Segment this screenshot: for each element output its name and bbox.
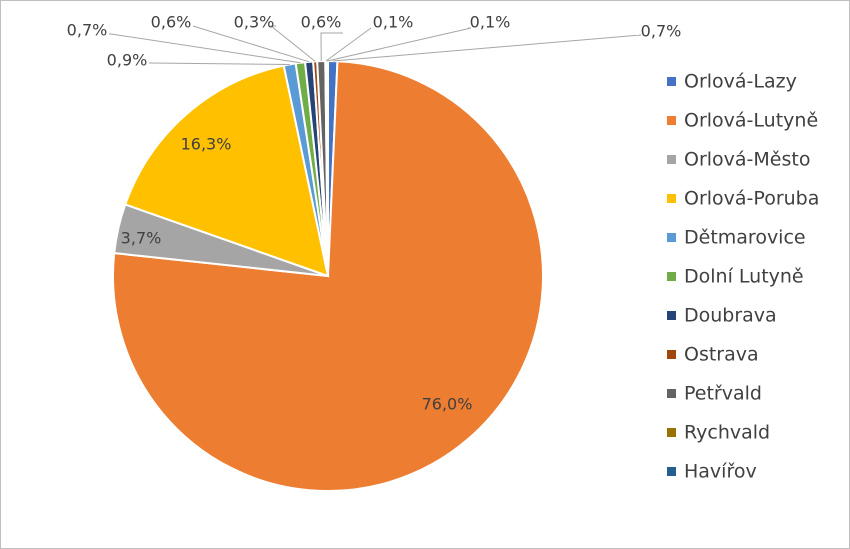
legend-label-rychvald: Rychvald [684,422,770,444]
legend-swatch-ostrava [667,350,676,359]
legend-label-dolni-lutyne: Dolní Lutyně [684,266,804,288]
data-label-detmarovice: 0,9% [107,51,148,70]
legend-label-orlova-poruba: Orlová-Poruba [684,188,819,210]
legend-swatch-detmarovice [667,233,676,242]
pie-slices [112,59,544,492]
legend-swatch-orlova-mesto [667,155,676,164]
leader-line-detmarovice [149,62,290,65]
data-label-doubrava: 0,6% [151,13,192,32]
data-labels: 0,7% 76,0% 3,7% 16,3% 0,9% 0,7% 0,6% 0,3% 0,6% 0,… [67,13,682,414]
leader-line-orlova-lazy [332,34,642,62]
leader-line-havirov [327,27,472,62]
legend-label-detmarovice: Dětmarovice [684,227,806,249]
data-label-dolni-lutyne: 0,7% [67,21,108,40]
legend-label-havirov: Havířov [684,461,757,483]
data-label-orlova-mesto: 3,7% [121,229,162,248]
data-label-ostrava: 0,3% [234,13,275,32]
leader-line-petrvald [320,32,343,62]
data-label-petrvald: 0,6% [301,13,342,32]
data-label-rychvald: 0,1% [373,13,414,32]
leader-line-ostrava [269,25,316,62]
legend-label-orlova-mesto: Orlová-Město [684,149,810,171]
legend-swatch-orlova-poruba [667,194,676,203]
leader-line-dolni-lutyne [109,33,301,64]
legend-label-doubrava: Doubrava [684,305,777,327]
legend-swatch-doubrava [667,311,676,320]
data-label-orlova-poruba: 16,3% [181,135,232,154]
slice-orlova-poruba [123,64,330,278]
legend-label-orlova-lutyne: Orlová-Lutyně [684,110,818,132]
slice-havirov [325,59,329,277]
legend-label-petrvald: Petřvald [684,383,762,405]
legend-swatch-orlova-lutyne [667,116,676,125]
leader-line-rychvald [325,27,372,62]
legend-swatch-dolni-lutyne [667,272,676,281]
legend-swatch-havirov [667,467,676,476]
legend: Orlová-Lazy Orlová-Lutyně Orlová-Město Orlo… [667,71,819,483]
leader-lines [109,25,642,65]
leader-line-doubrava [192,25,310,63]
legend-label-ostrava: Ostrava [684,344,759,366]
data-label-orlova-lutyne: 76,0% [422,395,473,414]
legend-swatch-petrvald [667,389,676,398]
data-label-havirov: 0,1% [470,13,511,32]
legend-swatch-orlova-lazy [667,77,676,86]
legend-swatch-rychvald [667,428,676,437]
legend-label-orlova-lazy: Orlová-Lazy [684,71,797,93]
data-label-orlova-lazy: 0,7% [641,22,682,41]
